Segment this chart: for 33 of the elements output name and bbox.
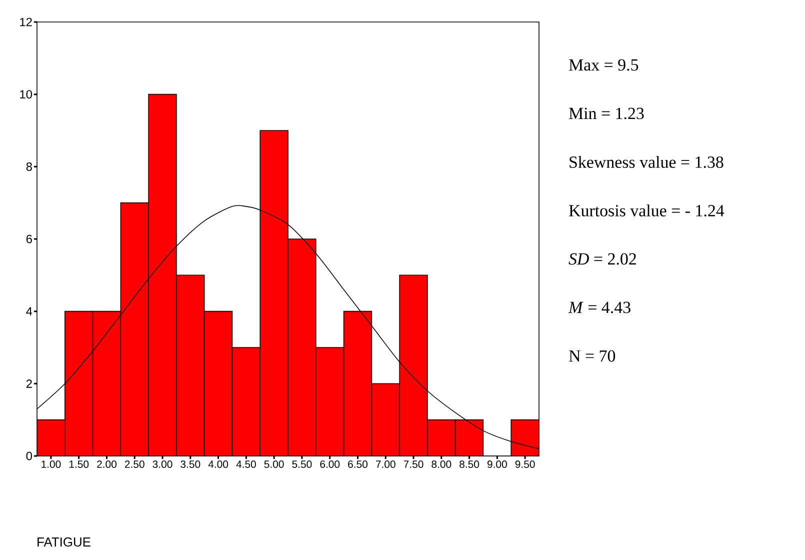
text: M = 4.43 [568, 302, 630, 314]
x-tick-label: 8.50 [460, 460, 480, 468]
y-tick-label: 0 [26, 452, 32, 460]
x-tick-label: 5.50 [292, 460, 312, 468]
x-tick-label: 5.00 [264, 460, 284, 468]
x-tick-label: 9.50 [515, 460, 535, 468]
y-tick-label: 8 [26, 162, 32, 171]
x-tick-label: 2.50 [124, 460, 144, 468]
text: Kurtosis value = - 1.24 [569, 204, 724, 216]
text: Max = 9.5 [569, 59, 638, 71]
x-tick-label: 4.50 [236, 460, 256, 468]
x-tick-label: 9.00 [487, 460, 507, 468]
y-tick-label: 2 [26, 379, 32, 388]
x-tick-label: 2.00 [97, 460, 116, 468]
text: SD = 2.02 [568, 253, 636, 265]
text: Skewness value = 1.38 [570, 156, 724, 168]
text: N = 70 [569, 350, 616, 362]
x-tick-label: 1.00 [42, 460, 61, 468]
x-tick-label: 3.00 [152, 460, 172, 468]
x-tick-label: 8.00 [432, 460, 452, 468]
x-tick-label: 1.50 [69, 460, 89, 468]
x-tick-label: 7.50 [404, 460, 424, 468]
text: Min = 1.23 [569, 108, 644, 120]
y-tick-label: 10 [20, 90, 32, 99]
x-tick-label: 6.50 [348, 460, 368, 468]
y-tick-label: 12 [20, 18, 32, 26]
y-tick-label: 4 [26, 307, 32, 316]
x-tick-label: 4.00 [208, 460, 228, 468]
x-tick-label: 6.00 [320, 460, 340, 468]
y-tick-label: 6 [26, 234, 32, 244]
x-tick-label: 3.50 [180, 460, 200, 468]
text: FATIGUE [38, 537, 90, 547]
x-tick-label: 7.00 [376, 460, 396, 468]
